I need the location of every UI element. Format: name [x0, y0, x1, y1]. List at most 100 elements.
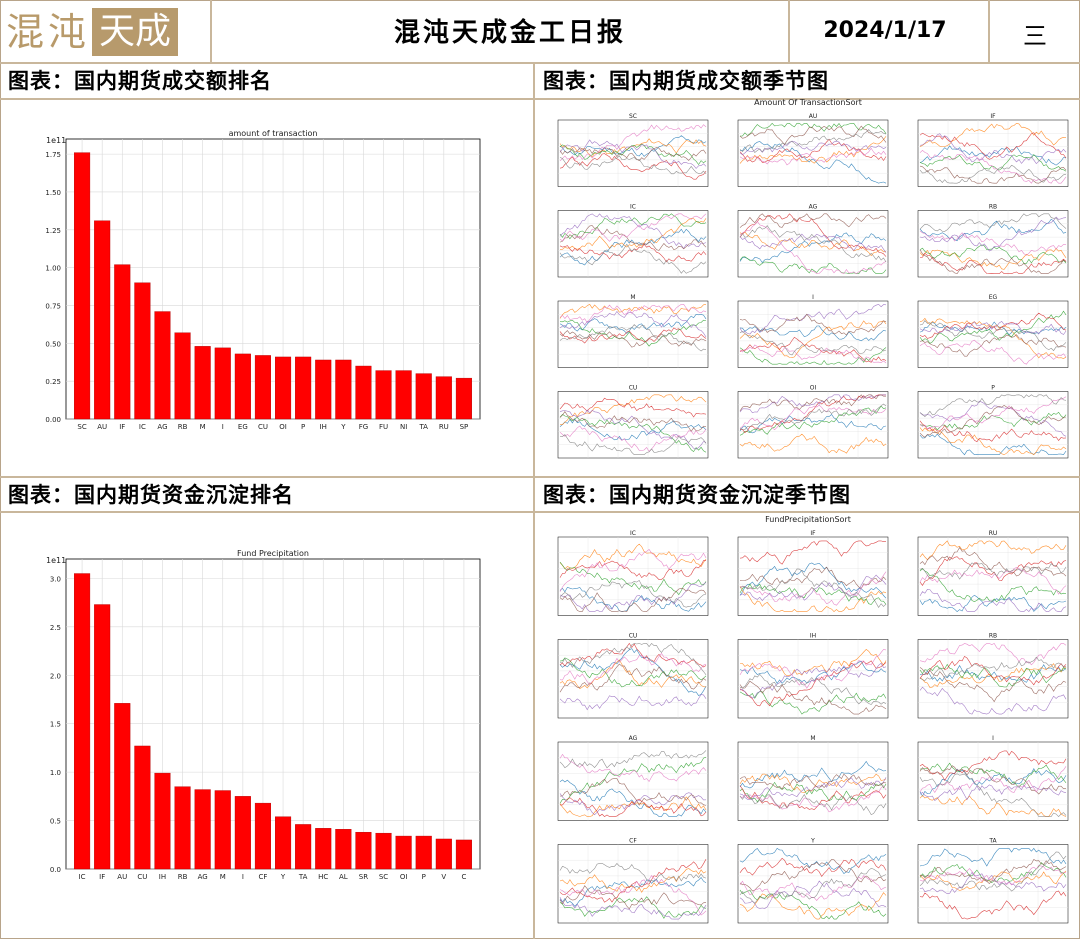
- subplot-ih: IH: [737, 633, 889, 719]
- series-line: [919, 766, 1067, 793]
- series-line: [919, 396, 1067, 430]
- x-tick-label: AG: [198, 873, 208, 881]
- series-line: [919, 249, 1067, 275]
- subplot-rb: RB: [917, 204, 1069, 278]
- series-line: [560, 797, 707, 817]
- series-line: [559, 663, 707, 693]
- y-tick-label: 1.0: [50, 769, 61, 777]
- subplot-frame: [737, 741, 889, 821]
- series-line: [559, 319, 707, 347]
- series-line: [919, 317, 1067, 359]
- series-line: [739, 785, 887, 813]
- y-tick-label: 0.25: [45, 378, 61, 386]
- bar: [114, 264, 131, 420]
- y-tick-label: 0.50: [45, 340, 61, 348]
- x-tick-label: FU: [379, 423, 388, 431]
- series-line: [559, 124, 707, 162]
- series-line: [739, 394, 887, 434]
- series-line: [559, 228, 707, 266]
- x-tick-label: OI: [279, 423, 287, 431]
- series-line: [739, 673, 887, 705]
- bar: [214, 347, 231, 420]
- series-line: [559, 327, 707, 344]
- series-line: [739, 394, 886, 412]
- series-line: [559, 548, 707, 592]
- series-line: [559, 659, 707, 690]
- series-line: [559, 657, 707, 688]
- series-line: [559, 225, 707, 251]
- series-line: [919, 663, 1067, 688]
- series-line: [919, 394, 1067, 418]
- bar: [214, 790, 231, 870]
- series-line: [919, 319, 1067, 352]
- panel-title-underline: [0, 98, 1080, 100]
- series-line: [919, 686, 1067, 715]
- x-tick-label: C: [461, 873, 466, 881]
- x-tick-label: AG: [157, 423, 167, 431]
- series-line: [739, 147, 887, 166]
- header-divider: [210, 0, 212, 64]
- subplot-title: M: [810, 735, 815, 742]
- series-line: [739, 225, 887, 263]
- series-line: [559, 750, 707, 769]
- series-line: [919, 252, 1067, 275]
- report-date: 2024/1/17: [823, 18, 947, 43]
- series-line: [739, 777, 887, 800]
- subplot-title: IF: [810, 530, 816, 537]
- subplot-frame: [737, 119, 889, 187]
- series-line: [739, 649, 887, 677]
- subplot-ag: AG: [737, 204, 889, 278]
- series-line: [919, 795, 1067, 817]
- subplot-p: P: [917, 385, 1069, 459]
- subplot-ag: AG: [557, 735, 709, 821]
- series-line: [559, 304, 707, 324]
- subplot-title: AG: [809, 204, 818, 211]
- subplot-m: M: [557, 294, 709, 368]
- x-tick-label: SR: [359, 873, 368, 881]
- series-line: [739, 773, 887, 790]
- x-tick-label: RB: [178, 423, 188, 431]
- series-line: [739, 336, 887, 363]
- subplot-cu: CU: [557, 385, 709, 459]
- series-line: [559, 582, 707, 612]
- x-tick-label: RU: [439, 423, 449, 431]
- series-line: [739, 691, 887, 715]
- series-line: [559, 642, 707, 675]
- report-weekday: 三: [1023, 22, 1047, 50]
- series-line: [919, 540, 1067, 561]
- series-line: [919, 784, 1067, 802]
- x-tick-label: IH: [159, 873, 166, 881]
- series-line: [559, 779, 707, 817]
- fund-bar-chart: Fund Precipitation 1e11 0.0 0.5 1.0 1.5 2.0 2.5…: [46, 549, 481, 881]
- series-line: [739, 313, 887, 336]
- bar: [335, 829, 352, 870]
- panel-title-transaction-rank: 图表：国内期货成交额排名: [8, 68, 272, 93]
- bar: [375, 370, 392, 420]
- subplot-frame: [737, 300, 889, 368]
- subplot-title: AG: [629, 735, 638, 742]
- x-tick-label: FG: [359, 423, 368, 431]
- series-line: [739, 867, 887, 904]
- x-tick-label: AL: [339, 873, 348, 881]
- subplot-frame: [737, 844, 889, 924]
- grid-title: Amount Of TransactionSort: [754, 98, 862, 107]
- series-line: [919, 133, 1067, 165]
- subplot-ru: RU: [917, 530, 1069, 616]
- chart-title: amount of transaction: [229, 129, 318, 138]
- series-line: [559, 411, 707, 432]
- subplot-i: I: [917, 735, 1069, 821]
- series-line: [919, 218, 1067, 242]
- series-line: [559, 143, 707, 166]
- series-line: [919, 334, 1067, 357]
- subplot-eg: EG: [917, 294, 1069, 368]
- transaction-seasonal-grid: Amount Of TransactionSort SC AU IF IC AG RB M I E…: [557, 98, 1069, 459]
- bar: [355, 831, 372, 870]
- axis-multiplier-label: 1e11: [46, 556, 66, 565]
- series-line: [739, 138, 887, 163]
- series-line: [559, 313, 707, 334]
- series-line: [919, 656, 1067, 681]
- subplot-frame: [737, 391, 889, 459]
- series-line: [559, 397, 707, 418]
- x-tick-label: IH: [320, 423, 327, 431]
- series-line: [559, 897, 707, 920]
